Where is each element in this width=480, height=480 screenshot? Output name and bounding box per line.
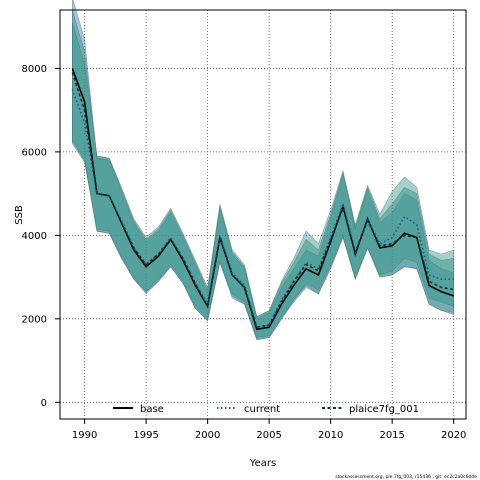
confidence-band-base <box>72 0 454 341</box>
y-tick-label: 2000 <box>22 314 47 325</box>
y-tick-label: 8000 <box>22 64 47 75</box>
x-tick-label: 2015 <box>379 430 404 441</box>
x-axis-title: Years <box>249 458 276 469</box>
footer-note: stockassessment.org, ple.7fg_003, r15436… <box>335 474 477 480</box>
x-tick-label: 1995 <box>133 430 158 441</box>
x-tick-label: 1990 <box>72 430 97 441</box>
legend-label-plaice7fg_001: plaice7fg_001 <box>349 404 419 415</box>
x-axis: 1990 1995 2000 2005 2010 2015 2020 <box>72 419 466 441</box>
series-lines <box>71 68 454 331</box>
legend-label-base: base <box>140 404 164 415</box>
y-tick-label: 0 <box>41 398 47 409</box>
x-tick-label: 2005 <box>256 430 281 441</box>
confidence-bands <box>72 0 454 341</box>
series-line-base <box>71 68 454 331</box>
series-line-plaice7fg_001 <box>71 72 454 329</box>
confidence-band-plaice7fg_001 <box>72 9 454 341</box>
x-tick-label: 2010 <box>318 430 343 441</box>
legend: base current plaice7fg_001 <box>113 404 419 415</box>
y-tick-label: 6000 <box>22 147 47 158</box>
y-axis-title: SSB <box>14 205 25 225</box>
y-axis: 0 2000 4000 6000 8000 <box>22 64 60 409</box>
x-tick-label: 2000 <box>195 430 220 441</box>
confidence-band-current <box>72 22 454 338</box>
y-tick-label: 4000 <box>22 231 47 242</box>
plot-frame <box>59 9 467 420</box>
x-tick-label: 2020 <box>441 430 466 441</box>
legend-label-current: current <box>244 404 280 415</box>
